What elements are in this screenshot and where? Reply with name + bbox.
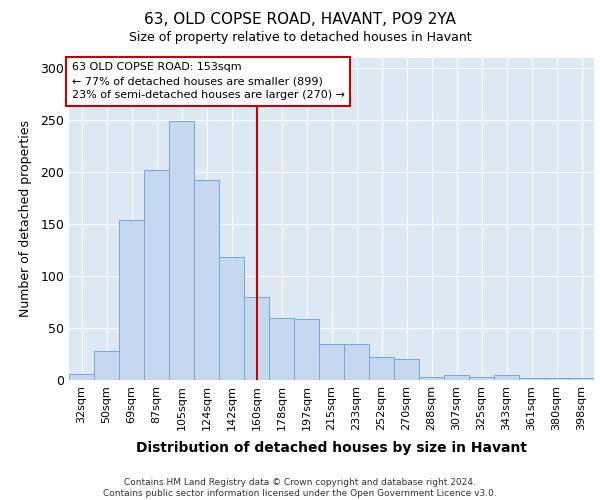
Bar	[569, 378, 594, 380]
Bar	[119, 220, 144, 380]
Y-axis label: Number of detached properties: Number of detached properties	[19, 120, 32, 318]
Bar	[319, 344, 344, 380]
Bar	[94, 351, 119, 380]
Bar	[244, 297, 269, 380]
Bar	[519, 378, 544, 380]
Bar	[69, 374, 94, 380]
Text: Contains HM Land Registry data © Crown copyright and database right 2024.
Contai: Contains HM Land Registry data © Crown c…	[103, 478, 497, 498]
Bar	[469, 377, 494, 380]
Bar	[419, 377, 444, 380]
Bar	[369, 357, 394, 380]
Bar	[194, 180, 219, 380]
Bar	[169, 121, 194, 380]
Bar	[394, 359, 419, 380]
Bar	[269, 318, 294, 380]
Text: 63, OLD COPSE ROAD, HAVANT, PO9 2YA: 63, OLD COPSE ROAD, HAVANT, PO9 2YA	[144, 12, 456, 28]
Text: Size of property relative to detached houses in Havant: Size of property relative to detached ho…	[128, 31, 472, 44]
Bar	[444, 375, 469, 380]
Bar	[294, 318, 319, 380]
Bar	[219, 257, 244, 380]
X-axis label: Distribution of detached houses by size in Havant: Distribution of detached houses by size …	[136, 441, 527, 455]
Bar	[144, 170, 169, 380]
Text: 63 OLD COPSE ROAD: 153sqm
← 77% of detached houses are smaller (899)
23% of semi: 63 OLD COPSE ROAD: 153sqm ← 77% of detac…	[71, 62, 344, 100]
Bar	[494, 375, 519, 380]
Bar	[544, 378, 569, 380]
Bar	[344, 344, 369, 380]
